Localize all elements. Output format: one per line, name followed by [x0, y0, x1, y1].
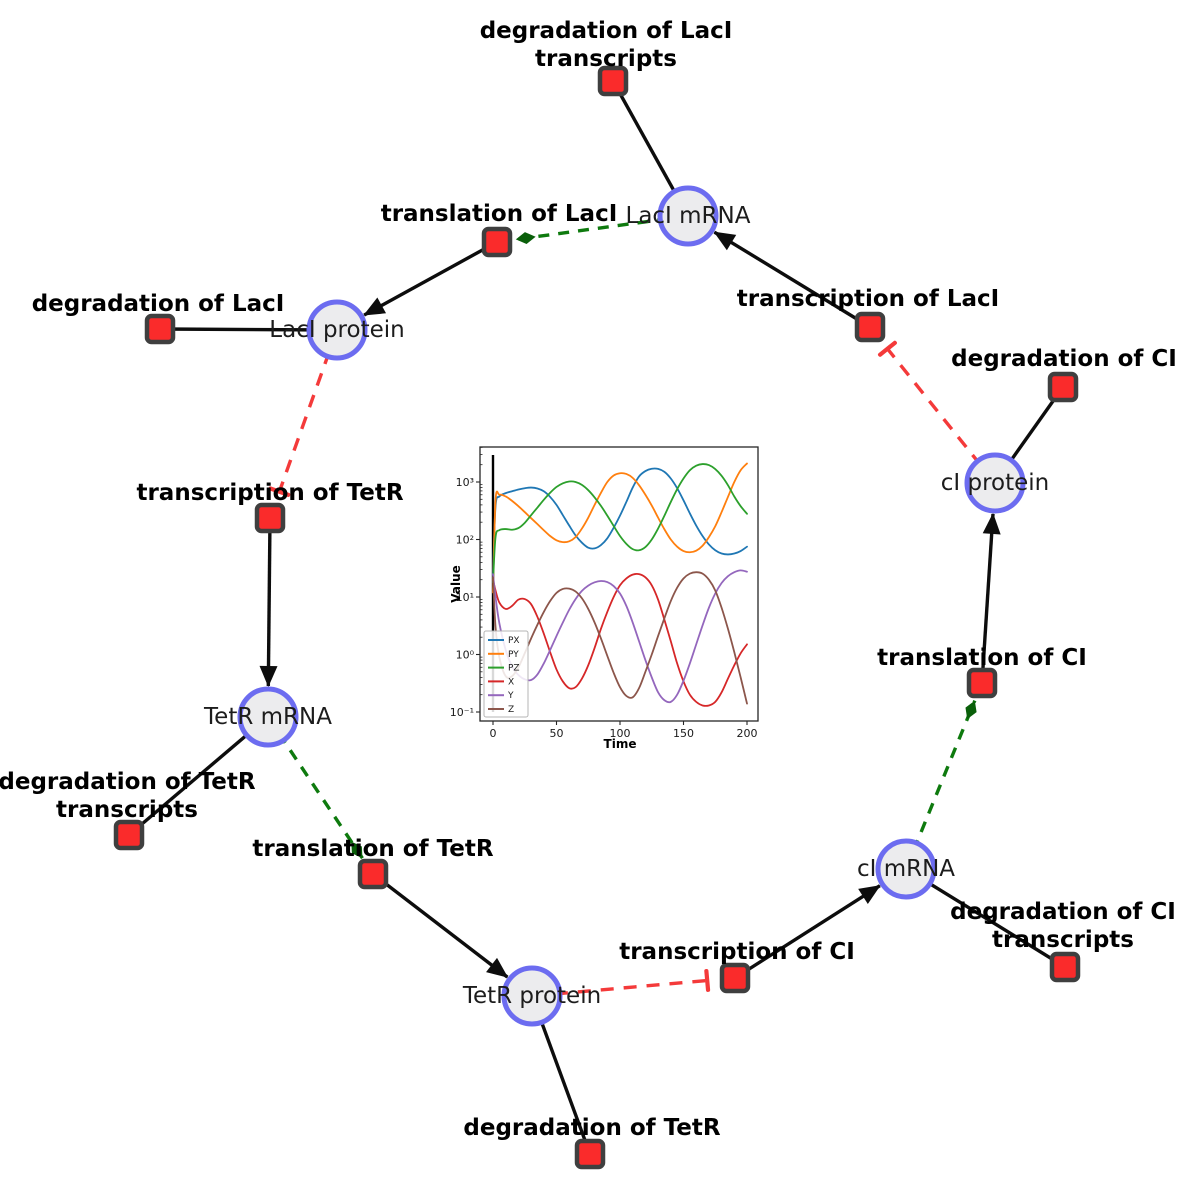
reaction-node-deg_laci_tx[interactable] [597, 65, 629, 97]
reaction-node-transl_ci[interactable] [966, 667, 998, 699]
legend-label-PX: PX [508, 636, 520, 646]
reaction-node-deg_tetr_tx[interactable] [113, 819, 145, 851]
reaction-node-deg_ci[interactable] [1047, 371, 1079, 403]
edge-txn_laci-laci_mrna [713, 230, 871, 329]
series-Z [492, 571, 748, 705]
legend-label-Z: Z [508, 705, 514, 715]
reaction-node-deg_tetr[interactable] [574, 1138, 606, 1170]
reaction-label-transl_ci: translation of CI [877, 645, 1087, 671]
edge-ci_mrna-deg_ci_tx [905, 867, 1066, 969]
species-node-ci_protein[interactable] [964, 452, 1026, 514]
species-label-ci_mrna: cI mRNA [857, 856, 955, 882]
legend-box [483, 630, 529, 718]
species-label-laci_mrna: LacI mRNA [626, 203, 751, 229]
y-tick-label: 10¹ [456, 591, 474, 604]
legend-label-PZ: PZ [508, 664, 520, 674]
reaction-label-deg_tetr: degradation of TetR [463, 1115, 720, 1141]
series-Y [492, 569, 748, 704]
species-label-tetr_protein: TetR protein [462, 983, 601, 1009]
reaction-label-deg_laci_tx: degradation of LacI transcripts [480, 18, 733, 72]
reaction-label-txn_laci: transcription of LacI [737, 286, 1000, 312]
reaction-node-transl_laci[interactable] [481, 226, 513, 258]
species-label-ci_protein: cI protein [941, 470, 1050, 496]
timecourse-inset: 10⁻¹ 10⁰ 10¹ 10² 10³ 0 50 100 150 200 PX PY PZ X Y Z Ti… [448, 426, 806, 771]
reaction-label-transl_tetr: translation of TetR [252, 836, 493, 862]
x-tick-label: 50 [550, 727, 564, 740]
legend-label-PY: PY [508, 650, 519, 660]
reaction-node-deg_laci[interactable] [144, 313, 176, 345]
edge-transl_ci-ci_protein [980, 512, 1001, 684]
y-tick-label: 10⁻¹ [450, 706, 474, 719]
y-axis-label: Value [449, 565, 463, 603]
edge-transl_laci-laci_protein [363, 240, 498, 317]
edge-transl_tetr-tetr_protein [371, 872, 509, 979]
labels-layer: LacI mRNA LacI protein TetR mRNA TetR prote… [0, 18, 1177, 1141]
reaction-label-deg_ci_tx: degradation of CI transcripts [950, 899, 1176, 953]
x-tick-label: 150 [673, 727, 694, 740]
nodes-layer [113, 65, 1081, 1170]
species-node-laci_protein[interactable] [306, 299, 368, 361]
x-tick-label: 100 [610, 727, 631, 740]
reaction-label-txn_ci: transcription of CI [619, 939, 855, 965]
series-PX [492, 467, 748, 576]
reaction-node-deg_ci_tx[interactable] [1049, 951, 1081, 983]
edge-txn_ci-ci_mrna [734, 884, 881, 980]
species-node-tetr_protein[interactable] [501, 965, 563, 1027]
reaction-node-transl_tetr[interactable] [357, 858, 389, 890]
reaction-label-deg_tetr_tx: degradation of TetR transcripts [0, 769, 256, 823]
y-tick-label: 10³ [456, 476, 474, 489]
x-tick-label: 0 [490, 727, 497, 740]
reaction-label-transl_laci: translation of LacI [381, 201, 618, 227]
reaction-node-txn_tetr[interactable] [254, 502, 286, 534]
reaction-label-deg_ci: degradation of CI [951, 346, 1177, 372]
reaction-node-txn_ci[interactable] [719, 962, 751, 994]
y-tick-label: 10² [456, 534, 474, 547]
legend-label-X: X [508, 677, 514, 687]
y-tick-label: 10⁰ [456, 649, 475, 662]
species-label-tetr_mrna: TetR mRNA [203, 704, 332, 730]
series-PZ [492, 463, 748, 584]
edge-txn_tetr-tetr_mrna [259, 517, 278, 688]
x-axis-label: Time [604, 737, 637, 751]
timecourse-plot: 10⁻¹ 10⁰ 10¹ 10² 10³ 0 50 100 150 200 PX PY PZ XYZ Ti… [448, 426, 806, 771]
reaction-label-deg_laci: degradation of LacI [32, 291, 285, 317]
reaction-node-txn_laci[interactable] [854, 311, 886, 343]
species-label-laci_protein: LacI protein [269, 317, 404, 343]
species-node-tetr_mrna[interactable] [237, 686, 299, 748]
species-node-laci_mrna[interactable] [657, 185, 719, 247]
species-node-ci_mrna[interactable] [875, 838, 937, 900]
legend-label-Y: Y [507, 691, 514, 701]
reaction-label-txn_tetr: transcription of TetR [136, 480, 403, 506]
x-tick-label: 200 [737, 727, 758, 740]
